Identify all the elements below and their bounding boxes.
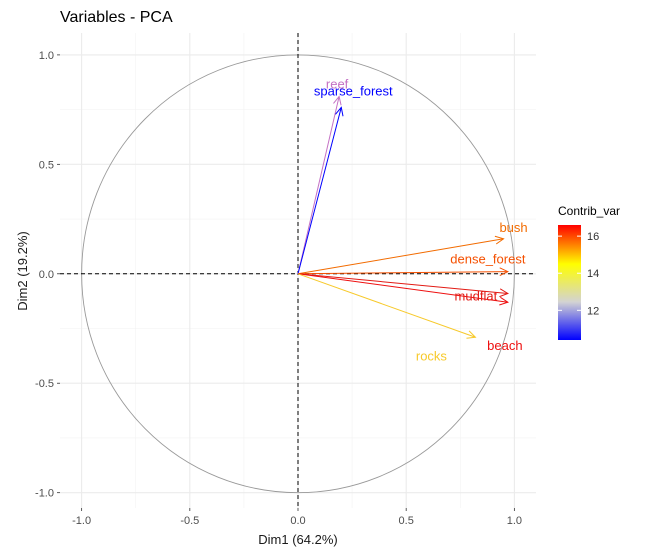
x-axis-ticks: -1.0 -0.5 0.0 0.5 1.0 — [72, 508, 522, 527]
legend-title: Contrib_var — [558, 204, 620, 218]
arrow-reef — [297, 95, 342, 274]
x-tick-label: 0.5 — [399, 515, 414, 527]
y-tick-label: 0.5 — [39, 159, 54, 171]
arrow-head-mudflat — [499, 288, 510, 298]
arrow-shaft-bush — [297, 238, 504, 275]
arrow-shaft-dense_forest — [297, 271, 508, 275]
arrow-head-bush — [494, 235, 505, 245]
arrow-rocks — [297, 273, 477, 339]
legend-tick-label: 14 — [587, 268, 599, 280]
arrow-sparse_forest — [297, 106, 344, 274]
arrow-dense_forest — [297, 267, 510, 277]
legend-ticks: 12 14 16 — [558, 231, 599, 317]
y-tick-label: -1.0 — [35, 488, 54, 500]
label-reef: reef — [326, 76, 349, 91]
arrow-shaft-mudflat — [297, 273, 508, 294]
legend: Contrib_var 12 14 16 — [558, 204, 620, 340]
label-rocks: rocks — [416, 348, 448, 363]
x-tick-label: 0.0 — [290, 515, 305, 527]
arrow-head-beach — [499, 296, 510, 306]
legend-colorbar — [558, 225, 581, 340]
label-sparse_forest: sparse_forest — [314, 83, 393, 98]
legend-tick-label: 16 — [587, 231, 599, 243]
variable-arrows — [297, 95, 510, 339]
arrow-shaft-reef — [297, 96, 340, 274]
y-tick-label: -0.5 — [35, 378, 54, 390]
arrow-bush — [297, 235, 505, 275]
x-tick-label: -1.0 — [72, 515, 91, 527]
x-axis-title: Dim1 (64.2%) — [258, 532, 337, 547]
chart-title: Variables - PCA — [60, 9, 173, 26]
y-axis-ticks: -1.0 -0.5 0.0 0.5 1.0 — [35, 50, 60, 500]
arrow-mudflat — [297, 273, 510, 298]
arrow-shaft-beach — [297, 273, 508, 303]
label-mudflat: mudflat — [455, 288, 498, 303]
label-dense_forest: dense_forest — [450, 252, 526, 267]
x-tick-label: -0.5 — [180, 515, 199, 527]
y-tick-label: 1.0 — [39, 50, 54, 62]
arrow-head-reef — [333, 95, 342, 106]
label-beach: beach — [487, 338, 522, 353]
y-axis-title: Dim2 (19.2%) — [15, 231, 30, 310]
arrow-shaft-rocks — [297, 273, 476, 338]
arrow-head-sparse_forest — [335, 106, 344, 117]
arrow-beach — [297, 273, 510, 306]
arrow-head-dense_forest — [499, 267, 510, 277]
x-tick-label: 1.0 — [507, 515, 522, 527]
label-bush: bush — [499, 220, 527, 235]
legend-tick-label: 12 — [587, 305, 599, 317]
arrow-shaft-sparse_forest — [297, 107, 342, 274]
y-tick-label: 0.0 — [39, 269, 54, 281]
arrow-head-rocks — [466, 330, 477, 339]
